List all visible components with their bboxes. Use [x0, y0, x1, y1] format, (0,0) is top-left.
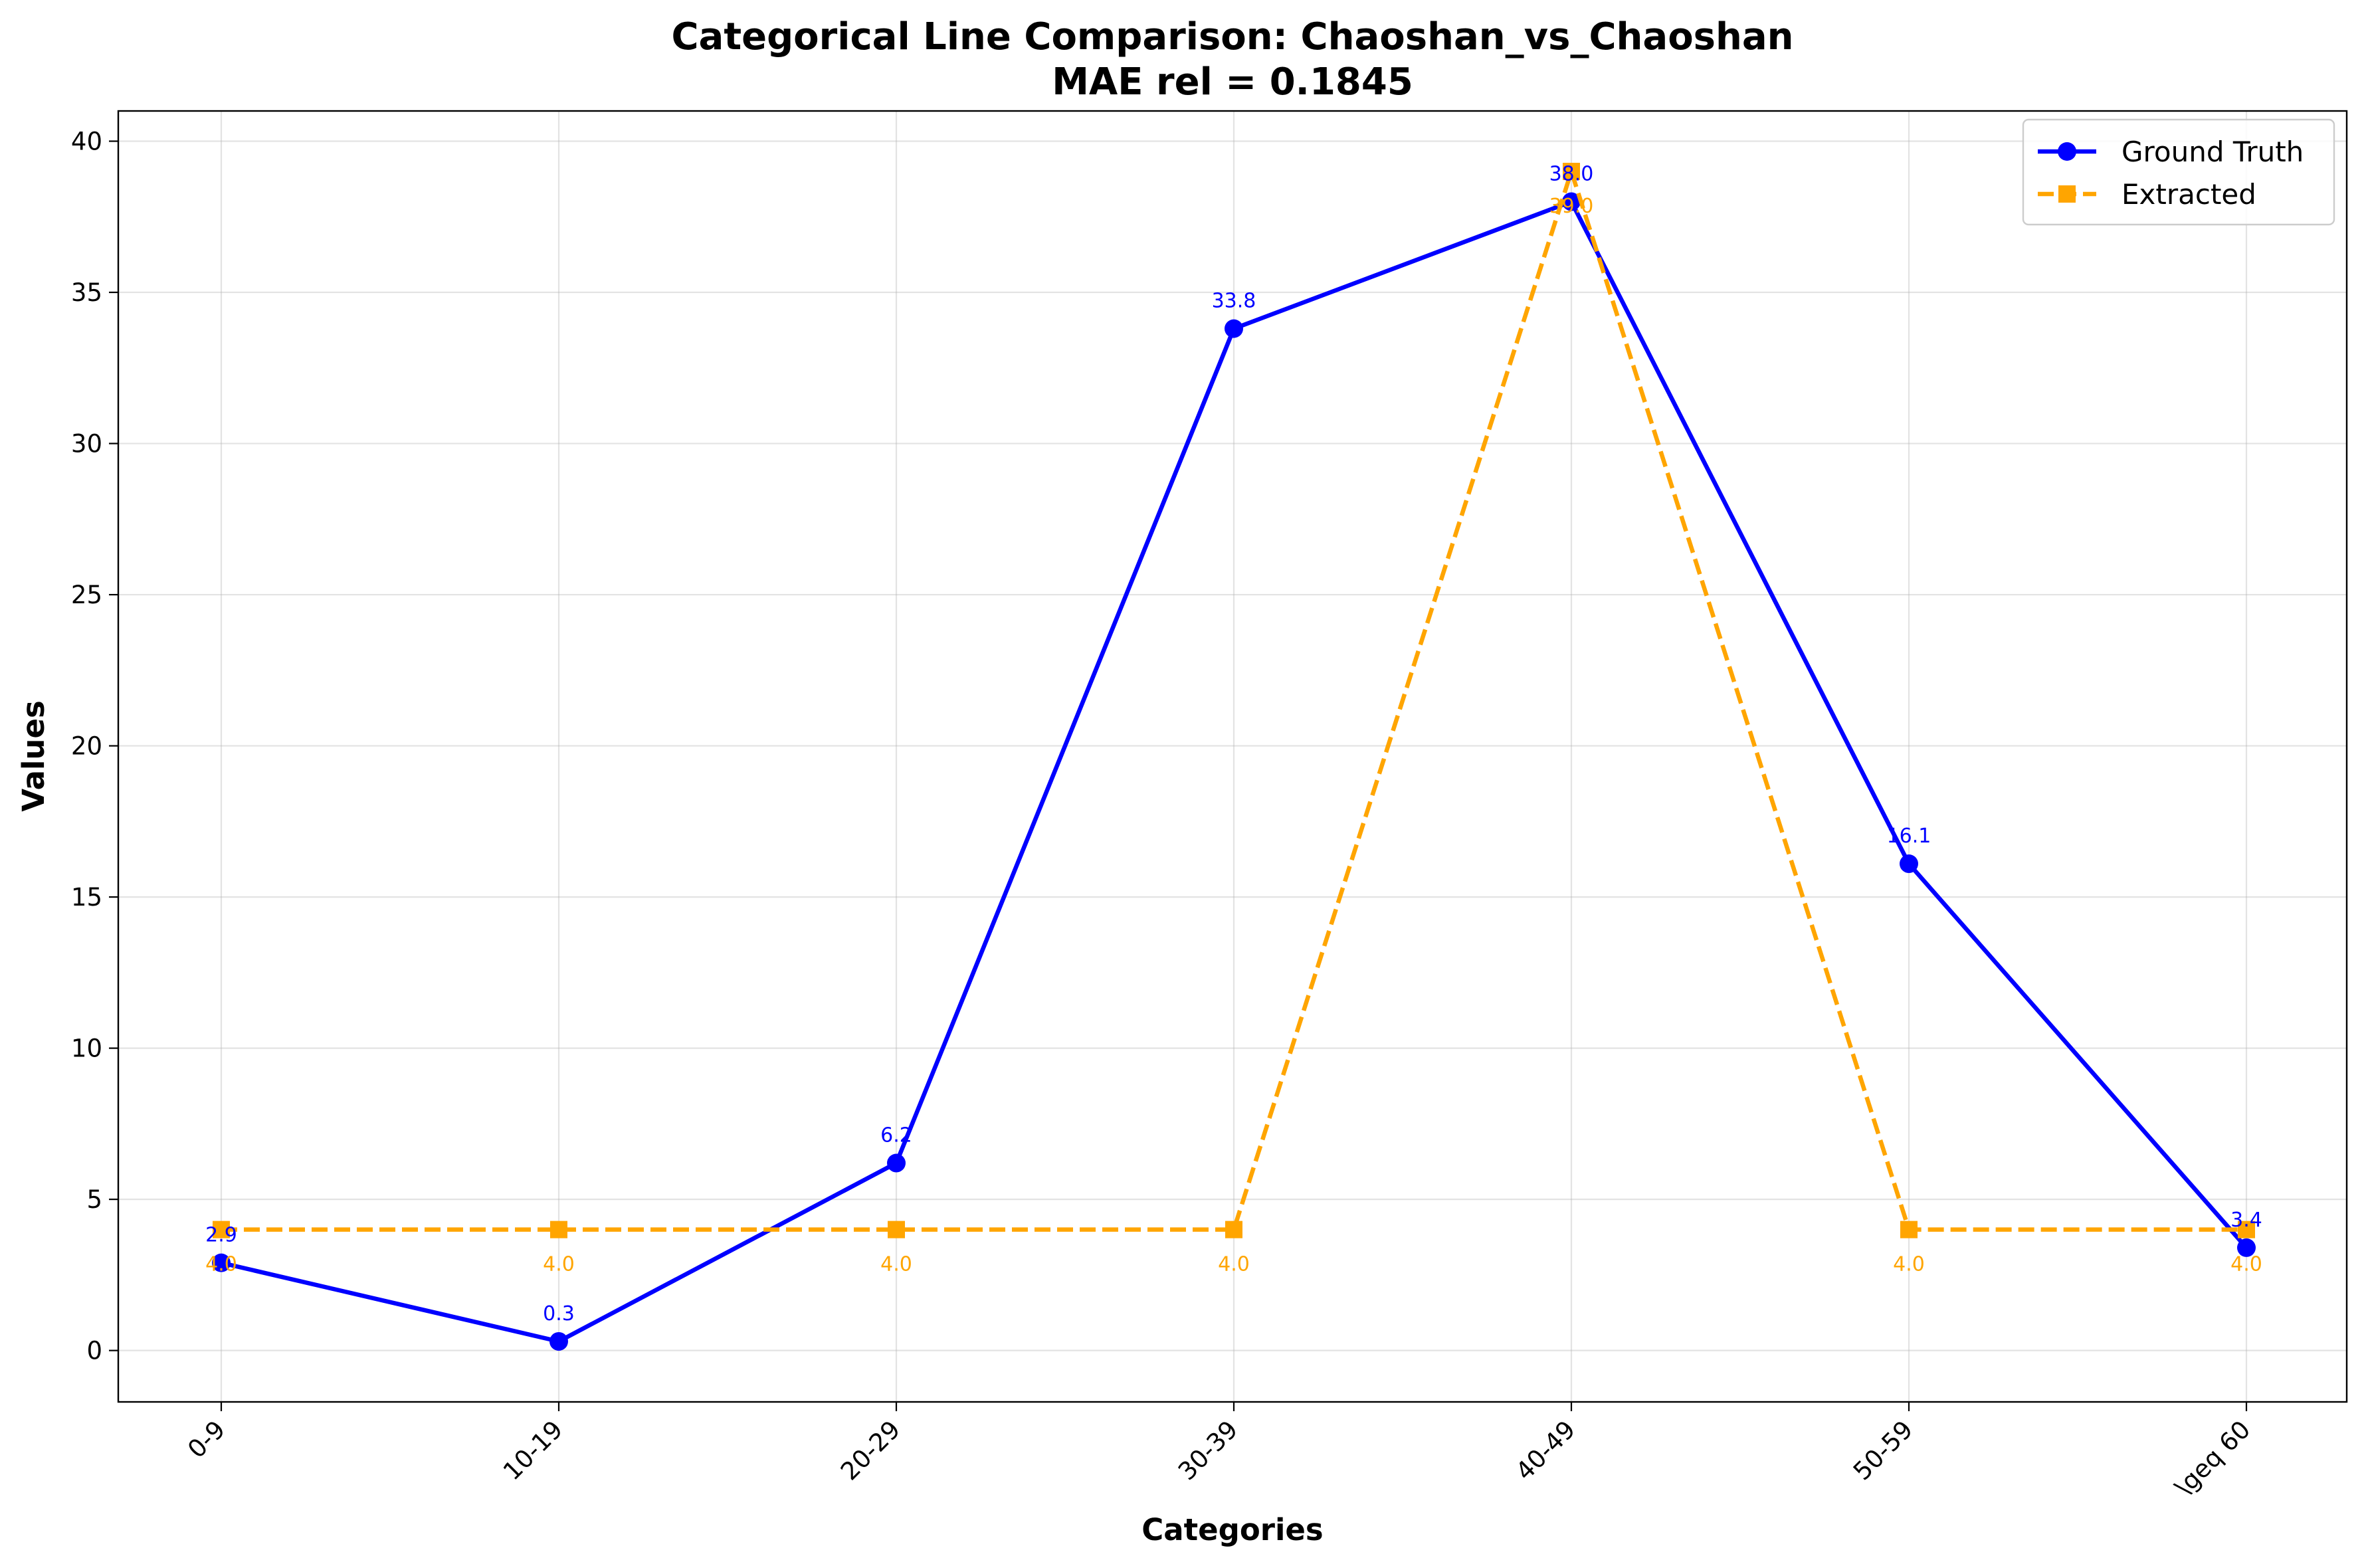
x-axis-label: Categories — [1141, 1512, 1323, 1547]
extracted-point — [550, 1221, 567, 1238]
legend: Ground Truth Extracted — [2022, 118, 2335, 226]
legend-extracted-marker — [2058, 185, 2076, 203]
x-tick-label: 0-9 — [182, 1415, 231, 1464]
ground-truth-value-label: 38.0 — [1549, 163, 1594, 186]
extracted-point — [1900, 1221, 1918, 1238]
y-axis-label: Values — [16, 700, 51, 812]
ground-truth-value-label: 3.4 — [2230, 1209, 2262, 1232]
y-tick-label: 35 — [71, 278, 102, 307]
y-tick-label: 20 — [71, 732, 102, 761]
extracted-point — [213, 1221, 230, 1238]
ground-truth-value-label: 2.9 — [205, 1224, 237, 1247]
ground-truth-point — [1900, 854, 1918, 874]
series-layer — [212, 163, 2256, 1351]
extracted-point — [2238, 1221, 2255, 1238]
extracted-point — [1563, 163, 1580, 181]
grid — [118, 111, 2347, 1402]
y-tick-label: 0 — [86, 1337, 102, 1365]
extracted-value-label: 39.0 — [1549, 195, 1594, 218]
legend-ground-truth-marker — [2058, 142, 2076, 161]
legend-box — [2022, 118, 2335, 226]
x-tick-label: \geq 60 — [2169, 1415, 2256, 1502]
x-tick-label: 40-49 — [1510, 1415, 1581, 1486]
x-tick-label: 20-29 — [835, 1415, 906, 1486]
extracted-value-label: 4.0 — [1893, 1253, 1925, 1276]
ground-truth-point — [1562, 192, 1581, 211]
extracted-value-label: 4.0 — [543, 1253, 575, 1276]
ground-truth-value-label: 33.8 — [1212, 290, 1256, 313]
chart-title: Categorical Line Comparison: Chaoshan_vs… — [671, 15, 1793, 58]
extracted-value-label: 4.0 — [205, 1253, 237, 1276]
y-tick-label: 25 — [71, 581, 102, 609]
ground-truth-point — [212, 1253, 231, 1272]
ground-truth-point — [549, 1331, 568, 1351]
ground-truth-point — [1225, 319, 1243, 338]
ground-truth-value-label: 16.1 — [1887, 825, 1931, 848]
y-tick-label: 10 — [71, 1034, 102, 1063]
ground-truth-value-label: 0.3 — [543, 1302, 575, 1325]
extracted-value-label: 4.0 — [1218, 1253, 1250, 1276]
extracted-value-label: 4.0 — [880, 1253, 912, 1276]
axes: 0 5 10 15 20 25 30 35 40 0-9 10-19 20-29 30-39 40-49 5… — [71, 110, 2348, 1502]
ground-truth-value-label: 6.2 — [880, 1124, 912, 1147]
y-tick-label: 30 — [71, 430, 102, 458]
chart-subtitle: MAE rel = 0.1845 — [1052, 60, 1413, 104]
y-tick-label: 5 — [86, 1185, 102, 1214]
plot-frame — [117, 110, 2348, 1403]
ground-truth-point — [2237, 1238, 2256, 1257]
y-tick-label: 40 — [71, 128, 102, 156]
extracted-point — [888, 1221, 905, 1238]
x-tick-label: 10-19 — [498, 1415, 568, 1486]
legend-ground-truth-label: Ground Truth — [2121, 136, 2304, 168]
x-tick-label: 30-39 — [1173, 1415, 1243, 1486]
legend-extracted-label: Extracted — [2121, 178, 2256, 211]
x-tick-label: 50-59 — [1848, 1415, 1918, 1486]
ground-truth-point — [887, 1153, 906, 1173]
extracted-point — [1225, 1221, 1242, 1238]
extracted-value-label: 4.0 — [2230, 1253, 2262, 1276]
y-tick-label: 15 — [71, 883, 102, 912]
data-labels: 2.9 0.3 6.2 33.8 38.0 16.1 3.4 4.0 4.0 4.0 4.0 39.0… — [205, 163, 2262, 1325]
